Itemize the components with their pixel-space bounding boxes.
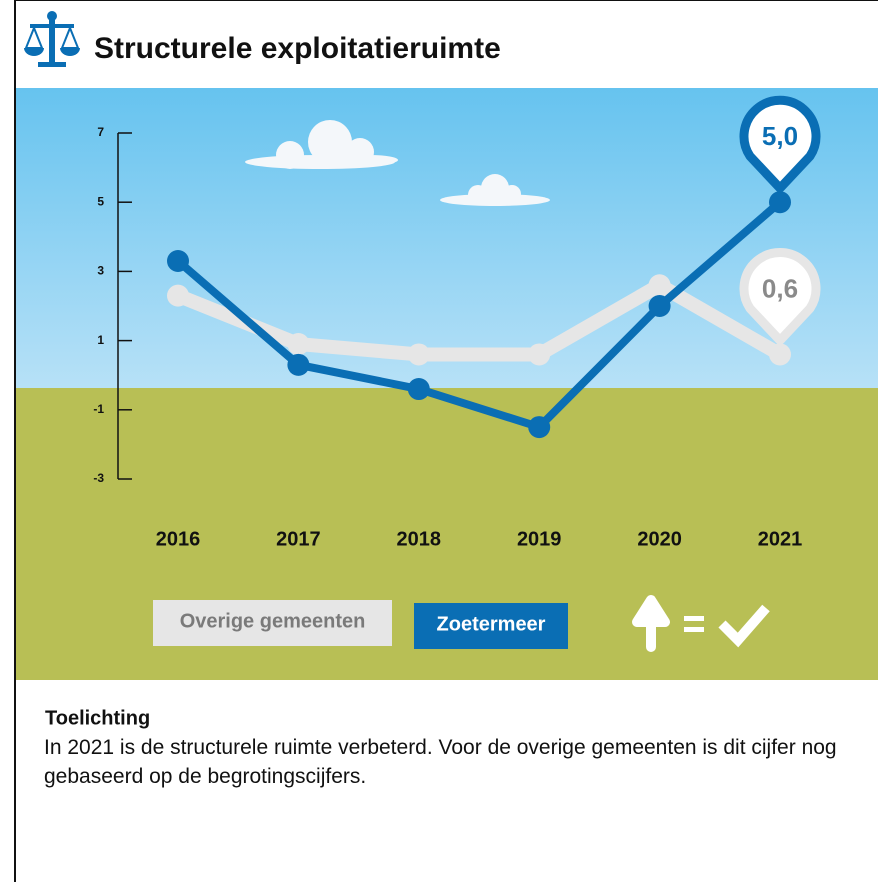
series-line xyxy=(175,199,783,432)
data-point xyxy=(167,250,189,273)
chart-title: Structurele exploitatieruimte xyxy=(94,32,501,65)
data-point xyxy=(287,333,310,356)
note: In 2021 is de structurele ruimte verbete… xyxy=(44,736,837,788)
y-tick-label: 3 xyxy=(97,264,104,278)
data-point xyxy=(407,378,430,401)
legend-swatch xyxy=(153,600,392,646)
cloud xyxy=(440,174,550,206)
value-pin xyxy=(739,95,821,193)
value-label: 5,0 xyxy=(762,121,798,151)
value-pin xyxy=(739,248,821,345)
x-tick-label: 2016 xyxy=(156,528,201,550)
y-tick-label: -3 xyxy=(93,471,104,485)
data-point xyxy=(287,353,310,376)
legend-swatch xyxy=(414,603,568,649)
data-point xyxy=(167,284,189,307)
data-point xyxy=(528,416,551,439)
cloud xyxy=(245,120,398,169)
x-tick-label: 2020 xyxy=(637,528,682,550)
note-box: In 2021 is de structurele ruimte verbete… xyxy=(44,736,837,788)
note-title: Toelichting xyxy=(45,707,150,729)
legend-label: Overige gemeenten xyxy=(180,610,366,632)
data-point xyxy=(648,295,671,317)
y-tick-label: -1 xyxy=(93,402,104,416)
x-tick-label: 2018 xyxy=(397,528,442,550)
y-tick-label: 1 xyxy=(97,333,104,347)
x-tick-label: 2021 xyxy=(758,528,803,550)
series-line xyxy=(175,278,784,362)
legend-label: Zoetermeer xyxy=(437,613,546,635)
data-point xyxy=(407,343,430,366)
data-point xyxy=(769,343,791,366)
trend-icon xyxy=(632,595,770,652)
x-tick-label: 2017 xyxy=(276,528,321,550)
data-point xyxy=(528,343,551,366)
x-tick-label: 2019 xyxy=(517,528,562,550)
data-point xyxy=(769,191,791,214)
y-tick-label: 7 xyxy=(97,125,104,139)
scale-icon xyxy=(24,11,80,67)
value-label: 0,6 xyxy=(762,273,798,303)
y-tick-label: 5 xyxy=(97,194,104,208)
data-point xyxy=(648,274,671,297)
